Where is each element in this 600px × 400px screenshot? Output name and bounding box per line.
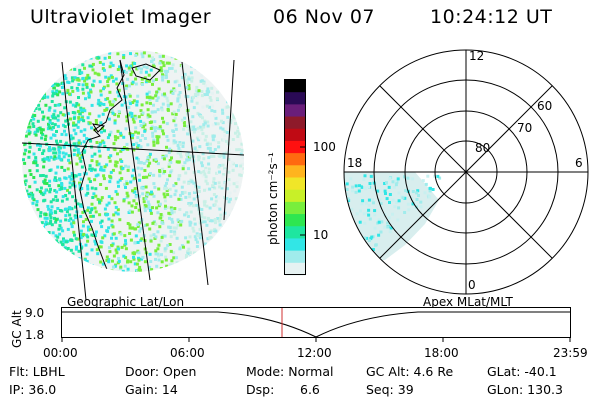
mlt-label-6: 6 — [575, 156, 583, 170]
colorbar-block — [285, 128, 306, 142]
time-tick-1800: 18:00 — [424, 346, 459, 360]
date-label: 06 Nov 07 — [273, 6, 376, 28]
mlt-label-18: 18 — [347, 156, 362, 170]
geo-panel-label: Geographic Lat/Lon — [67, 295, 185, 309]
dsp-label: Dsp: — [246, 382, 275, 397]
glon-info: GLon: 130.3 — [487, 382, 563, 397]
glat-info: GLat: -40.1 — [487, 364, 557, 379]
time-tick-0600: 06:00 — [170, 346, 205, 360]
lat-lon-grid — [21, 59, 245, 300]
altitude-tick-high: 9.0 — [25, 306, 45, 320]
door-info: Door: Open — [125, 364, 197, 379]
colorbar-unit-label: photon cm⁻²s⁻¹ — [266, 152, 280, 245]
time-label: 10:24:12 UT — [430, 6, 553, 28]
colorbar-block — [285, 80, 306, 93]
altitude-axis-label: GC Alt — [10, 310, 24, 348]
colorbar-block — [285, 104, 306, 118]
colorbar-block — [285, 92, 306, 105]
seq-info: Seq: 39 — [366, 382, 414, 397]
mode-info: Mode: Normal — [246, 364, 334, 379]
instrument-title: Ultraviolet Imager — [30, 6, 212, 28]
colorbar-block — [285, 177, 306, 191]
time-tick-2359: 23:59 — [553, 346, 588, 360]
mlat-label-80: 80 — [475, 141, 490, 155]
colorbar — [284, 79, 306, 276]
colorbar-block — [285, 214, 306, 227]
colorbar-block — [285, 250, 306, 264]
mlat-label-70: 70 — [517, 121, 532, 135]
polar-grid — [343, 49, 589, 295]
altitude-plot — [61, 307, 571, 342]
colorbar-block — [285, 153, 306, 166]
polar-plot: 12 18 6 0 60 70 80 — [343, 49, 589, 295]
colorbar-block — [285, 189, 306, 203]
mlt-label-0: 0 — [468, 278, 476, 292]
colorbar-block — [285, 238, 306, 252]
colorbar-block — [285, 116, 306, 130]
geographic-image — [21, 50, 245, 300]
colorbar-block — [285, 262, 306, 276]
time-tick-0000: 00:00 — [43, 346, 78, 360]
colorbar-block — [285, 201, 306, 215]
mlt-label-12: 12 — [469, 49, 484, 63]
ip-info: IP: 36.0 — [9, 382, 57, 397]
gain-info: Gain: 14 — [125, 382, 178, 397]
colorbar-tick-100: 100 — [313, 140, 336, 154]
dsp-value: 6.6 — [300, 382, 320, 397]
mlat-label-60: 60 — [537, 99, 552, 113]
time-tick-1200: 12:00 — [297, 346, 332, 360]
colorbar-tick-10: 10 — [313, 228, 329, 242]
filter-info: Flt: LBHL — [9, 364, 65, 379]
polar-panel-label: Apex MLat/MLT — [423, 295, 513, 309]
colorbar-block — [285, 165, 306, 178]
colorbar-block — [285, 140, 306, 154]
altitude-tick-low: 1.8 — [25, 328, 45, 342]
coastline — [79, 59, 161, 272]
colorbar-block — [285, 226, 306, 239]
gc-alt-info: GC Alt: 4.6 Re — [366, 364, 454, 379]
